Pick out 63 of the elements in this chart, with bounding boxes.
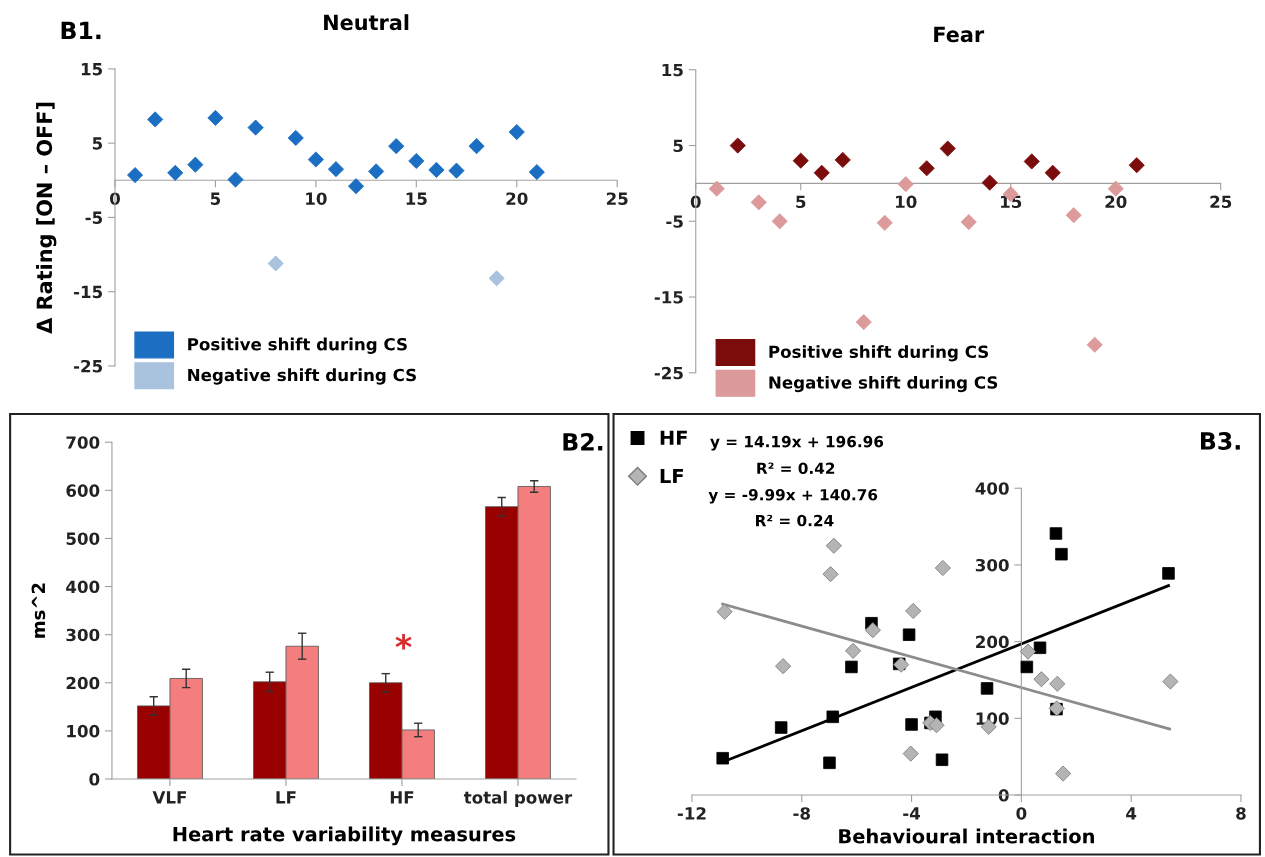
x-tick-label: -12 [677,807,706,820]
x-tick-label: 0 [1016,807,1027,820]
x-tick-label: 10 [896,195,917,209]
y-tick-label: -15 [73,285,103,299]
x-tick-label: -8 [793,807,810,820]
y-tick-label: 600 [66,484,100,497]
legend-label: Negative shift during CS [769,375,998,393]
annotation: y = -9.99x + 140.76 [708,488,878,504]
y-tick-label: 15 [81,63,103,76]
y-tick-label: -25 [654,366,683,380]
y-tick-label: 5 [673,139,683,153]
x-tick-label: 0 [109,192,120,205]
x-tick-label: 20 [506,192,528,205]
x-tick-label: LF [276,791,296,804]
text: R² = 0.42 [757,462,835,475]
annotation: * [395,634,412,650]
y-tick-label: -5 [85,211,103,224]
annotation: R² = 0.24 [756,514,834,527]
y-tick-label: 400 [975,482,1009,495]
legend-label: Positive shift during CS [769,345,989,362]
x-tick-label: 10 [306,192,327,205]
y-axis-title: Δ Rating [ON – OFF] [36,102,57,334]
x-tick-label: 4 [1126,807,1137,820]
y-tick-label: 5 [92,137,103,150]
chart-title: Neutral [324,14,409,31]
chart-title: Fear [934,26,985,43]
y-tick-label: 300 [66,628,100,642]
x-tick-label: total power [463,790,573,807]
y-tick-label: 200 [976,635,1009,649]
y-tick-label: 400 [66,580,100,594]
text: y = 14.19x + 196.96 [710,435,884,451]
x-tick-label: VLF [152,791,186,804]
y-tick-label: -15 [654,291,683,304]
x-tick-label: HF [390,791,414,804]
x-tick-label: 20 [1105,195,1127,209]
y-tick-label: 300 [975,558,1009,572]
x-tick-label: 8 [1236,807,1246,820]
y-tick-label: -5 [666,215,683,228]
x-tick-label: 25 [1210,195,1232,209]
y-tick-label: 15 [662,63,683,77]
legend-label: Positive shift during CS [188,337,407,354]
x-tick-label: 15 [406,192,427,205]
y-tick-label: 200 [66,676,100,690]
y-tick-label: 500 [66,532,100,546]
x-tick-label: 5 [796,195,806,209]
x-tick-label: 5 [210,192,221,205]
y-tick-label: 700 [66,436,100,449]
annotation: B2. [563,432,603,451]
y-tick-label: 100 [67,724,100,738]
y-axis-title: ms^2 [31,583,46,638]
x-tick-label: -4 [903,807,921,820]
x-tick-label: 25 [606,192,628,205]
legend-label: HF [660,430,687,445]
legend-label: Negative shift during CS [188,368,416,385]
x-tick-label: 0 [690,195,701,209]
y-tick-label: -25 [73,359,103,373]
text: B3. [1201,432,1240,450]
x-axis-title: Heart rate variability measures [173,826,516,846]
x-axis-title: Behavioural interaction [839,828,1094,844]
y-tick-label: 0 [89,772,100,786]
text: B1. [61,21,101,40]
legend-label: LF [660,468,683,484]
x-tick-label: 15 [1001,195,1022,209]
